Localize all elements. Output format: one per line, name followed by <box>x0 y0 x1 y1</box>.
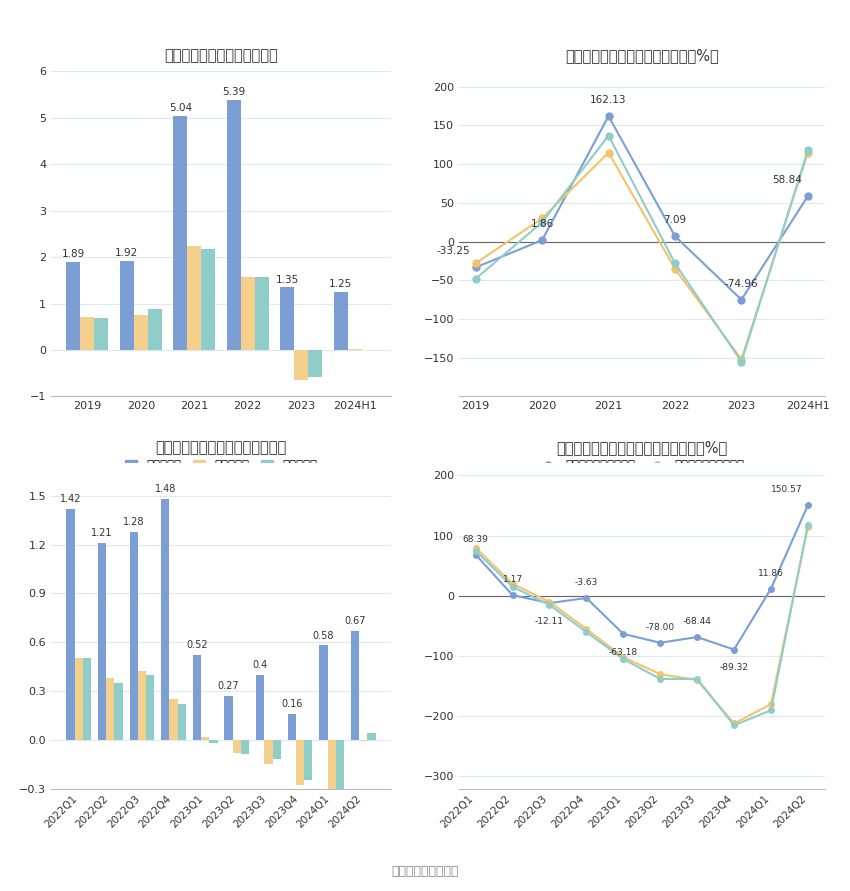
Bar <box>233 740 241 753</box>
Text: 68.39: 68.39 <box>462 535 489 544</box>
Title: 历年营收、净利情况（亿元）: 历年营收、净利情况（亿元） <box>164 48 278 63</box>
Bar <box>367 733 376 740</box>
Bar <box>348 349 361 350</box>
Bar <box>98 543 106 740</box>
Text: 0.58: 0.58 <box>313 631 334 641</box>
Bar <box>115 683 122 740</box>
Text: 1.21: 1.21 <box>92 528 113 538</box>
Text: 1.86: 1.86 <box>530 219 553 229</box>
Bar <box>66 509 75 740</box>
Bar <box>309 350 322 377</box>
Bar <box>162 499 169 740</box>
Bar <box>120 261 133 350</box>
Bar <box>94 318 108 350</box>
Text: 0.67: 0.67 <box>344 616 366 625</box>
Text: 1.25: 1.25 <box>329 279 353 290</box>
Bar <box>148 309 162 350</box>
Bar <box>173 116 187 350</box>
Bar <box>264 740 273 764</box>
Bar <box>81 316 94 350</box>
Bar <box>327 740 336 792</box>
Text: -33.25: -33.25 <box>436 246 470 257</box>
Text: 11.86: 11.86 <box>758 568 784 577</box>
Text: 5.04: 5.04 <box>169 103 192 113</box>
Text: -78.00: -78.00 <box>646 623 675 632</box>
Text: 7.09: 7.09 <box>663 215 687 225</box>
Text: 0.16: 0.16 <box>281 699 303 709</box>
Bar <box>66 262 81 350</box>
Text: -3.63: -3.63 <box>575 578 598 587</box>
Bar <box>209 740 218 743</box>
Bar <box>294 350 309 380</box>
Bar <box>241 276 255 350</box>
Bar <box>304 740 312 781</box>
Bar <box>130 532 138 740</box>
Text: 1.17: 1.17 <box>502 575 523 584</box>
Text: 1.42: 1.42 <box>60 494 82 504</box>
Bar <box>287 714 296 740</box>
Text: -63.18: -63.18 <box>609 648 638 657</box>
Title: 营收、净利同比增长率季度变动情况（%）: 营收、净利同比增长率季度变动情况（%） <box>556 440 728 455</box>
Bar <box>320 645 327 740</box>
Text: -74.96: -74.96 <box>724 279 758 289</box>
Bar <box>169 699 178 740</box>
Text: 1.92: 1.92 <box>116 248 139 258</box>
Text: 162.13: 162.13 <box>590 95 626 105</box>
Bar <box>201 737 209 740</box>
Bar <box>133 315 148 350</box>
Text: 1.28: 1.28 <box>123 517 144 527</box>
Title: 历年营收、净利同比增长率情况（%）: 历年营收、净利同比增长率情况（%） <box>565 48 718 63</box>
Bar <box>296 740 304 785</box>
Bar <box>336 740 344 789</box>
Bar <box>193 655 201 740</box>
Text: 1.48: 1.48 <box>155 484 176 495</box>
Text: -68.44: -68.44 <box>683 617 711 625</box>
Legend: 营业总收入, 归母净利润, 扣非净利润: 营业总收入, 归母净利润, 扣非净利润 <box>120 454 322 477</box>
Text: 数据来源：恒生聚源: 数据来源：恒生聚源 <box>391 865 459 878</box>
Text: 0.4: 0.4 <box>252 660 268 670</box>
Text: 1.89: 1.89 <box>62 249 85 259</box>
Legend: 营业总收入同比增长率, 归母净利润同比增长率, 扣非净利润同比增长率: 营业总收入同比增长率, 归母净利润同比增长率, 扣非净利润同比增长率 <box>534 454 750 495</box>
Text: 0.52: 0.52 <box>186 641 207 650</box>
Bar <box>280 287 294 350</box>
Bar <box>201 249 215 350</box>
Bar <box>106 678 115 740</box>
Bar <box>334 292 348 350</box>
Bar <box>224 696 233 740</box>
Bar <box>256 674 264 740</box>
Bar <box>255 276 269 350</box>
Text: 58.84: 58.84 <box>773 175 802 185</box>
Bar <box>146 674 155 740</box>
Text: 150.57: 150.57 <box>771 485 802 494</box>
Bar <box>138 672 146 740</box>
Bar <box>75 658 83 740</box>
Text: -12.11: -12.11 <box>535 617 564 626</box>
Bar <box>227 100 241 350</box>
Text: 5.39: 5.39 <box>222 86 246 97</box>
Text: 0.27: 0.27 <box>218 681 240 691</box>
Text: 1.35: 1.35 <box>275 274 299 284</box>
Bar <box>359 740 367 741</box>
Bar <box>178 704 186 740</box>
Bar <box>187 246 201 350</box>
Title: 营收、净利季度变动情况（亿元）: 营收、净利季度变动情况（亿元） <box>156 440 286 455</box>
Text: -89.32: -89.32 <box>720 664 749 673</box>
Bar <box>241 740 249 755</box>
Bar <box>83 658 91 740</box>
Bar <box>273 740 281 759</box>
Bar <box>351 631 359 740</box>
